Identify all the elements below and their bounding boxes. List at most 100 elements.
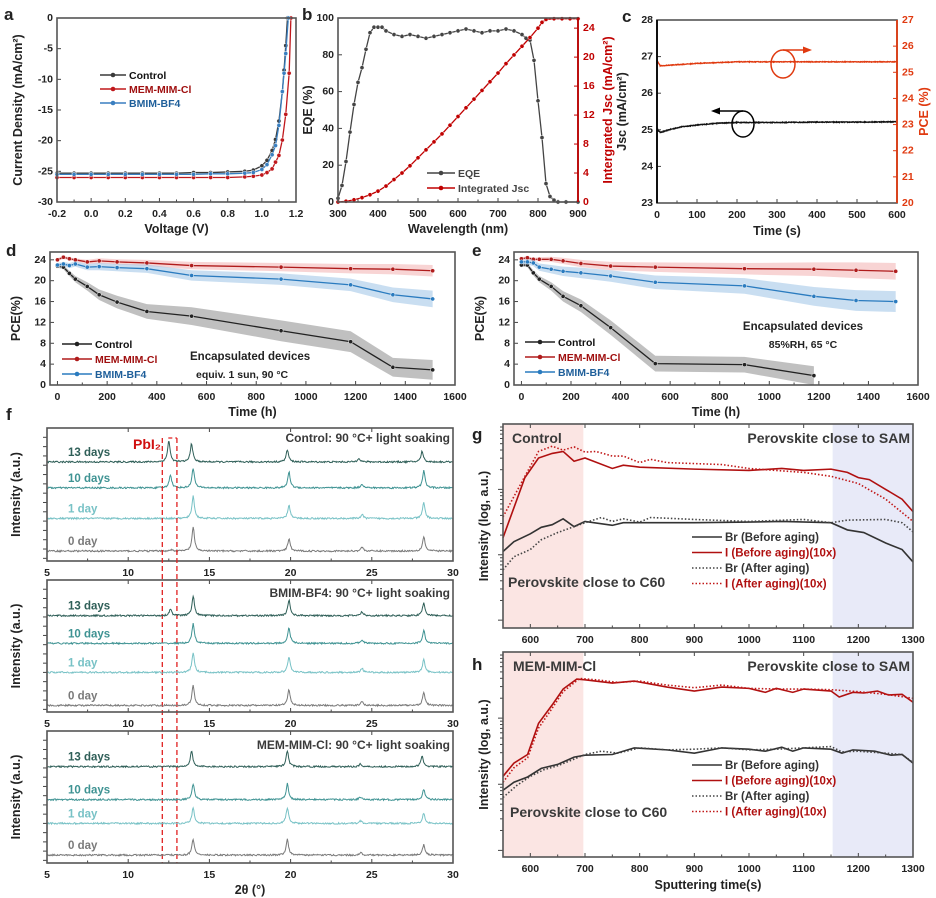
series-line <box>57 17 292 179</box>
series-13-days <box>46 749 454 769</box>
x-tick-label: 100 <box>688 209 706 221</box>
series-line <box>46 652 454 675</box>
legend-label: Br (Before aging) <box>725 532 819 544</box>
x-tick-label: 1000 <box>737 634 761 646</box>
series-bmim-bf4 <box>519 259 899 312</box>
data-point <box>439 32 445 37</box>
x-tick-label: 200 <box>98 391 116 403</box>
data-point <box>519 32 525 37</box>
x-axis-label: Voltage (V) <box>144 222 208 236</box>
series-line <box>46 837 454 857</box>
x-tick-label: 0.8 <box>220 208 235 220</box>
y-axis-label: Jsc (mA/cm²) <box>615 72 629 151</box>
panel-g: 600 700 800 900 1000 1100 1200 1300 Br (Before a… <box>472 423 925 646</box>
data-point <box>479 88 485 93</box>
legend-label: BMIM-BF4 <box>95 369 146 381</box>
data-point <box>407 163 413 169</box>
data-point <box>351 102 357 107</box>
data-point <box>487 28 493 34</box>
data-point <box>447 122 453 128</box>
x-tick-label: 900 <box>686 634 704 646</box>
legend-label: Control <box>558 337 595 349</box>
data-point <box>122 172 128 177</box>
y-tick-label: 4 <box>504 358 510 370</box>
legend-item: MEM-MIM-Cl <box>525 352 620 364</box>
legend-label: Integrated Jsc <box>458 183 529 195</box>
series-bmim-bf4 <box>55 261 435 308</box>
data-point <box>72 257 78 263</box>
x-tick-label: 1300 <box>901 634 925 646</box>
x-tick-label: 30 <box>447 869 459 881</box>
data-point <box>608 263 614 269</box>
y-axis-label: Intensity (a.u.) <box>9 755 23 840</box>
data-point <box>348 339 353 345</box>
legend-item: Control <box>525 337 595 349</box>
x-tick-label: 900 <box>686 863 704 875</box>
data-point <box>259 167 265 172</box>
data-point <box>379 24 385 30</box>
x-tick-label: 1000 <box>737 863 761 875</box>
data-point <box>189 273 194 278</box>
data-point <box>390 292 396 298</box>
y2-tick-label: 12 <box>583 109 595 121</box>
legend-item: Control <box>62 339 132 351</box>
data-point <box>742 362 747 368</box>
series-13-days <box>46 441 454 464</box>
legend-marker <box>74 341 80 347</box>
legend-marker <box>110 86 116 92</box>
x-axis-label: Time (h) <box>228 405 276 419</box>
series-10-days <box>46 622 454 646</box>
trace-label: 1 day <box>68 808 98 820</box>
legend-item: I (After aging)(10x) <box>692 579 827 591</box>
legend-label: I (Before aging)(10x) <box>725 776 836 788</box>
data-point <box>519 43 525 49</box>
data-point <box>264 162 270 167</box>
data-point <box>742 283 747 289</box>
data-point <box>853 267 859 273</box>
data-point <box>279 137 285 143</box>
y-axis-label: Intensity (log, a.u.) <box>477 699 491 809</box>
series-10-days <box>46 468 454 490</box>
right-arrow-head-icon <box>803 46 812 54</box>
trace-label: 1 day <box>68 503 98 515</box>
data-point <box>191 172 196 177</box>
data-point <box>278 264 284 270</box>
data-point <box>144 266 150 272</box>
left-arrow-head-icon <box>711 107 720 115</box>
panel-letter: g <box>472 425 482 444</box>
x-tick-label: 1200 <box>847 863 871 875</box>
plot-frame <box>46 427 454 562</box>
plot-frame <box>502 651 914 858</box>
data-point <box>61 261 66 267</box>
annotation-text: Encapsulated devices <box>190 351 310 363</box>
data-point <box>539 19 545 25</box>
data-point <box>811 293 817 299</box>
series-line <box>656 60 898 68</box>
y2-tick-label: 23 <box>902 119 914 131</box>
data-point <box>811 266 817 272</box>
series-1-day <box>46 806 454 826</box>
y-axis-label: Intensity (a.u.) <box>9 604 23 689</box>
x-tick-label: 0 <box>55 391 61 403</box>
x-tick-label: 1000 <box>294 391 318 403</box>
series-i-before-aging-10x- <box>502 450 914 539</box>
data-point <box>367 192 373 198</box>
series-br-before-aging- <box>502 517 914 563</box>
data-point <box>511 28 517 34</box>
series-line <box>57 17 289 176</box>
x-tick-label: 15 <box>204 718 216 730</box>
data-point <box>430 268 435 274</box>
x-tick-label: 1400 <box>857 391 881 403</box>
y-tick-label: 0 <box>47 12 53 24</box>
y2-tick-label: 27 <box>902 14 914 26</box>
x-tick-label: 1600 <box>906 391 930 403</box>
data-point <box>71 172 77 177</box>
y2-tick-label: 24 <box>583 22 595 34</box>
data-point <box>276 153 282 158</box>
legend-item: Br (After aging) <box>692 791 810 803</box>
x-tick-label: 20 <box>285 869 297 881</box>
x-tick-label: 1100 <box>792 634 815 646</box>
x-tick-label: 1200 <box>344 391 368 403</box>
data-point <box>415 34 421 39</box>
y2-tick-label: 16 <box>583 80 595 92</box>
